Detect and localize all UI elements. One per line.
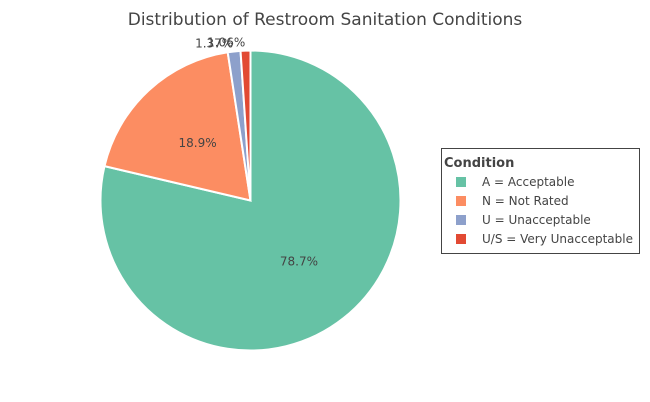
slice-label-3: 1.06% xyxy=(207,36,245,50)
slice-label-0: 78.7% xyxy=(280,255,318,269)
chart-title: Distribution of Restroom Sanitation Cond… xyxy=(128,10,523,30)
pie-slice-3 xyxy=(239,49,252,201)
slice-label-2: 1.37% xyxy=(195,36,233,50)
legend-items: A = Acceptable N = Not Rated U = Unaccepta… xyxy=(456,175,633,246)
legend-box xyxy=(441,148,640,254)
legend-swatch-3[interactable] xyxy=(456,234,466,244)
pie-slice-1 xyxy=(103,51,252,202)
legend-label-1[interactable]: N = Not Rated xyxy=(482,194,569,208)
legend-swatch-1[interactable] xyxy=(456,196,466,206)
slice-labels: 78.7% 18.9% 1.37%1.06% xyxy=(178,36,318,269)
legend-title: Condition xyxy=(444,156,514,171)
legend: Condition A = Acceptable N = Not Rated U =… xyxy=(441,148,640,254)
legend-swatch-2[interactable] xyxy=(456,215,466,225)
legend-label-0[interactable]: A = Acceptable xyxy=(482,175,574,189)
slice-label-1: 18.9% xyxy=(178,136,216,150)
legend-label-3[interactable]: U/S = Very Unacceptable xyxy=(482,232,633,246)
legend-swatch-0[interactable] xyxy=(456,177,466,187)
pie-slices xyxy=(99,49,402,352)
legend-label-2[interactable]: U = Unacceptable xyxy=(482,213,591,227)
